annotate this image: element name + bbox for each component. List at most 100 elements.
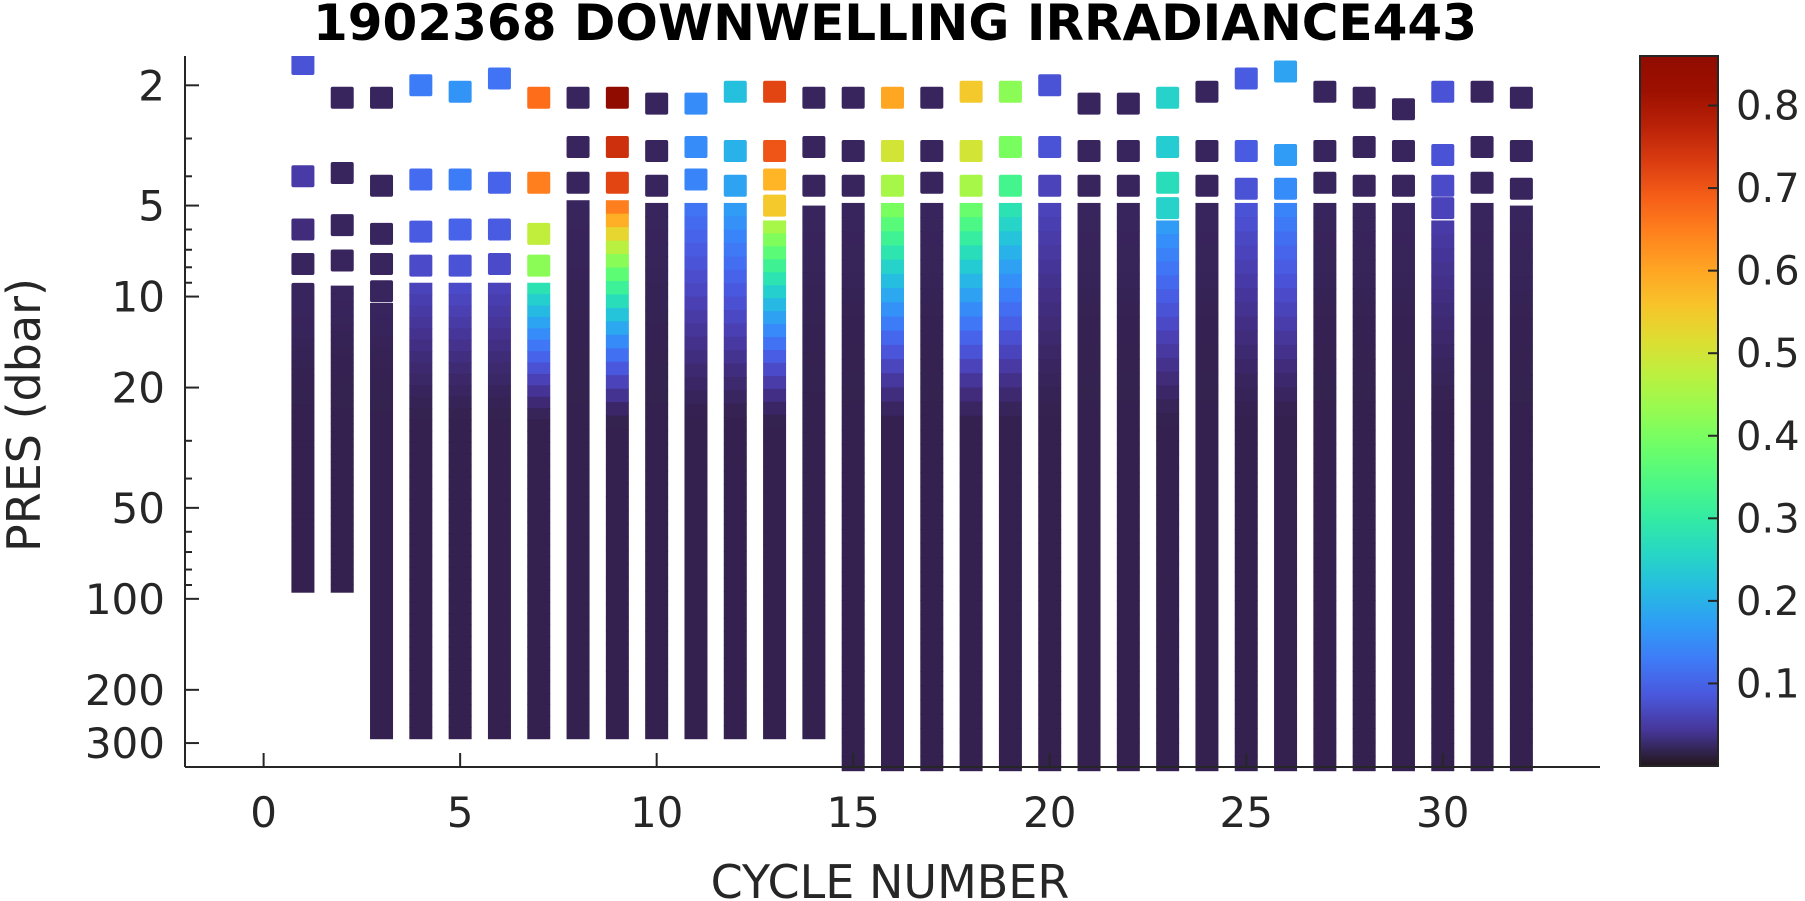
- profile-segment-23-24: [1156, 550, 1180, 565]
- profile-segment-13-17: [763, 440, 787, 455]
- profile-segment-27-33: [1313, 671, 1337, 687]
- profile-segment-27-14: [1313, 401, 1337, 417]
- profile-segment-22-3: [1116, 245, 1140, 261]
- profile-segment-29-14: [1391, 401, 1415, 417]
- profile-segment-22-5: [1116, 273, 1140, 289]
- profile-segment-23-0: [1156, 220, 1180, 235]
- profile-segment-9-19: [605, 455, 629, 471]
- profile-segment-30-2: [1431, 247, 1455, 263]
- profile-segment-23-36: [1156, 715, 1180, 730]
- profile-segment-17-22: [920, 515, 944, 530]
- profile-segment-9-20: [605, 469, 629, 484]
- profile-sample-9-2: [605, 171, 629, 194]
- profile-segment-10-3: [645, 243, 669, 258]
- profile-segment-31-26: [1470, 571, 1494, 587]
- profile-segment-2-27: [330, 492, 354, 501]
- profile-sample-10-2: [645, 174, 669, 197]
- profile-segment-26-24: [1274, 543, 1298, 559]
- profile-segment-22-15: [1116, 415, 1140, 431]
- profile-segment-23-18: [1156, 468, 1180, 483]
- profile-segment-32-17: [1509, 445, 1533, 461]
- profile-segment-10-4: [645, 256, 669, 271]
- profile-cycle-2: [330, 86, 354, 593]
- profile-segment-17-20: [920, 486, 944, 502]
- profile-segment-15-31: [841, 642, 865, 658]
- profile-segment-8-7: [566, 294, 590, 309]
- profile-segment-14-12: [802, 365, 826, 380]
- profile-segment-11-27: [684, 564, 708, 579]
- profile-segment-19-10: [998, 344, 1022, 360]
- profile-segment-24-32: [1195, 657, 1219, 672]
- profile-segment-28-28: [1352, 600, 1376, 616]
- profile-segment-4-20: [409, 510, 433, 523]
- profile-segment-25-31: [1234, 642, 1258, 658]
- profile-segment-8-4: [566, 254, 590, 269]
- profile-segment-28-30: [1352, 628, 1376, 644]
- profile-segment-7-25: [527, 567, 551, 580]
- profile-segment-11-4: [684, 256, 708, 271]
- profile-sample-25-0: [1234, 67, 1258, 90]
- profile-segment-32-34: [1509, 685, 1533, 701]
- profile-segment-21-8: [1077, 316, 1101, 332]
- profile-segment-26-30: [1274, 628, 1298, 644]
- profile-segment-8-38: [566, 711, 590, 726]
- profile-segment-9-18: [605, 442, 629, 457]
- profile-segment-20-18: [1038, 458, 1062, 474]
- profile-segment-26-4: [1274, 259, 1298, 275]
- profile-segment-27-11: [1313, 359, 1337, 374]
- profile-segment-1-2: [291, 317, 315, 326]
- profile-segment-31-10: [1470, 344, 1494, 360]
- profile-segment-14-25: [802, 538, 826, 553]
- profile-cycle-25: [1234, 67, 1258, 772]
- profile-segment-18-18: [959, 458, 983, 474]
- profile-segment-17-7: [920, 302, 944, 318]
- profile-segment-8-26: [566, 550, 590, 565]
- profile-segment-2-9: [330, 354, 354, 363]
- profile-cycle-17: [920, 86, 944, 772]
- profile-segment-28-20: [1352, 486, 1376, 502]
- profile-segment-28-14: [1352, 401, 1376, 417]
- profile-segment-20-33: [1038, 671, 1062, 687]
- profile-segment-9-15: [605, 402, 629, 417]
- profile-segment-29-4: [1391, 259, 1415, 275]
- profile-sample-6-2: [487, 218, 511, 241]
- profile-segment-5-38: [448, 715, 472, 728]
- profile-segment-29-11: [1391, 359, 1415, 374]
- profile-segment-1-31: [291, 527, 315, 535]
- profile-segment-19-21: [998, 500, 1022, 516]
- profile-segment-3-7: [370, 379, 394, 391]
- profile-segment-31-8: [1470, 316, 1494, 332]
- profile-segment-8-17: [566, 429, 590, 444]
- profile-segment-20-19: [1038, 472, 1062, 488]
- profile-segment-13-14: [763, 401, 787, 416]
- profile-segment-7-18: [527, 487, 551, 500]
- profile-segment-19-0: [998, 202, 1022, 218]
- profile-segment-11-7: [684, 296, 708, 311]
- profile-cycle-22: [1116, 92, 1140, 772]
- profile-sample-23-1: [1156, 135, 1180, 158]
- profile-sample-27-0: [1313, 80, 1337, 103]
- x-tick-label-20: 20: [1023, 788, 1076, 837]
- profile-segment-31-24: [1470, 543, 1494, 559]
- profile-segment-30-33: [1431, 674, 1455, 689]
- profile-segment-7-22: [527, 533, 551, 546]
- profile-segment-24-39: [1195, 756, 1219, 772]
- profile-segment-12-14: [723, 390, 747, 405]
- profile-segment-17-25: [920, 557, 944, 573]
- profile-segment-18-2: [959, 231, 983, 247]
- profile-segment-13-4: [763, 272, 787, 286]
- profile-segment-30-17: [1431, 454, 1455, 469]
- profile-sample-1-4: [291, 282, 315, 305]
- profile-segment-32-28: [1509, 601, 1533, 616]
- x-tick-label-25: 25: [1220, 788, 1273, 837]
- profile-sample-3-1: [370, 174, 394, 197]
- profile-segment-11-35: [684, 671, 708, 686]
- profile-sample-10-0: [645, 92, 669, 115]
- profile-cycle-19: [998, 80, 1022, 772]
- profile-segment-16-30: [881, 628, 904, 644]
- profile-segment-29-23: [1391, 529, 1415, 545]
- profile-segment-20-26: [1038, 571, 1062, 587]
- profile-segment-13-28: [763, 583, 787, 597]
- profile-segment-2-39: [330, 584, 354, 593]
- profile-segment-2-22: [330, 454, 354, 463]
